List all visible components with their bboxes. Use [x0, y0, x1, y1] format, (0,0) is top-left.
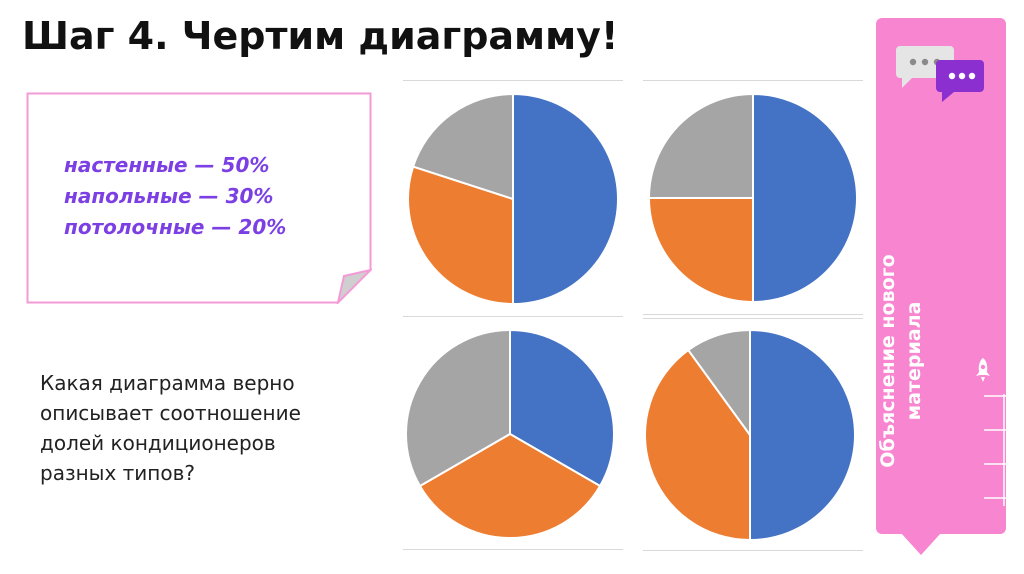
pie-slice-2 [686, 328, 751, 439]
pie-chart-svg [405, 328, 615, 540]
pie-chart-svg [644, 328, 856, 542]
pie-chart-svg [647, 92, 858, 304]
note-folded-corner [336, 268, 372, 304]
question-line: описывает соотношение [40, 401, 301, 425]
pie-slice-1 [644, 348, 751, 542]
side-panel [876, 18, 1006, 534]
sticky-note-frame [26, 92, 372, 304]
question-line: Какая диаграмма верно [40, 371, 295, 395]
pie-slice-0 [749, 328, 856, 542]
chart-frame-top [643, 80, 863, 81]
pie-chart-bottom-right[interactable] [643, 318, 867, 552]
note-line-wall: настенные — 50% [64, 153, 270, 177]
ruler-ticks-decoration [984, 394, 1006, 506]
pie-slice-2 [647, 92, 754, 199]
note-line-floor: напольные — 30% [64, 184, 274, 208]
pie-chart-top-left[interactable] [403, 80, 627, 314]
chart-frame-bottom [643, 314, 863, 315]
pie-slice-2 [405, 328, 511, 488]
slide-title: Шаг 4. Чертим диаграмму! [22, 14, 619, 58]
side-label-line: материала [903, 301, 925, 421]
chart-frame-bottom [643, 550, 863, 551]
pie-slice-0 [752, 92, 858, 304]
side-label-line: Объяснение нового [877, 254, 899, 468]
chat-bubbles-icon [896, 46, 984, 102]
question-text: Какая диаграмма верно описывает соотноше… [40, 368, 390, 488]
chart-frame-top [643, 318, 863, 319]
sticky-note: настенные — 50% напольные — 30% потолочн… [26, 92, 372, 304]
question-line: разных типов? [40, 461, 196, 485]
note-line-ceiling: потолочные — 20% [64, 215, 287, 239]
rocket-icon [976, 358, 990, 382]
chart-frame-bottom [403, 549, 623, 550]
question-line: долей кондиционеров [40, 431, 276, 455]
pie-slice-2 [411, 92, 514, 201]
pie-chart-svg [407, 92, 619, 306]
note-text: настенные — 50% напольные — 30% потолочн… [64, 150, 286, 243]
pie-slice-1 [647, 197, 754, 304]
chart-frame-top [403, 316, 623, 317]
pie-slice-0 [512, 92, 619, 306]
side-panel-pointer [901, 533, 941, 555]
pie-chart-top-right[interactable] [643, 80, 867, 315]
pie-slice-1 [407, 165, 514, 306]
pie-slice-0 [509, 328, 615, 488]
side-label: Объяснение нового материала [875, 211, 945, 511]
pie-chart-bottom-left[interactable] [403, 316, 627, 550]
chart-frame-top [403, 80, 623, 81]
